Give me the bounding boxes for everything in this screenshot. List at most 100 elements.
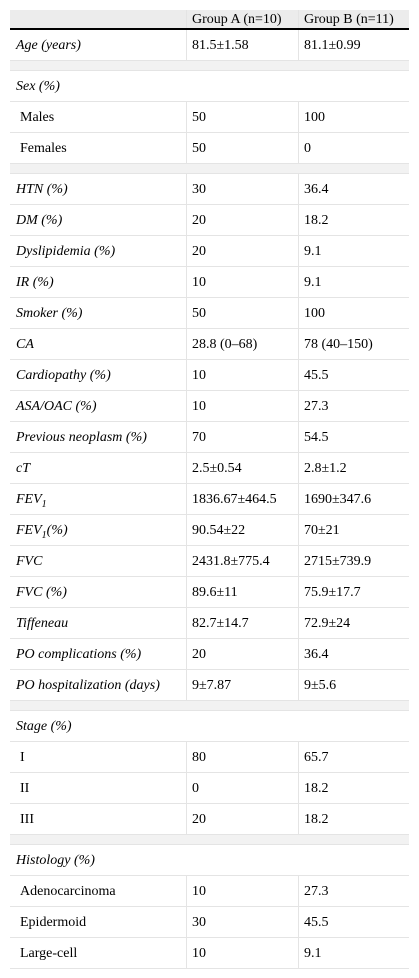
group-a-value: 70 (186, 422, 298, 452)
row-label: Tiffeneau (10, 608, 186, 638)
row-label: IR (%) (10, 267, 186, 297)
group-a-value: 20 (186, 804, 298, 834)
group-a-value: 30 (186, 174, 298, 204)
group-a-value: 20 (186, 639, 298, 669)
group-b-value: 81.1±0.99 (298, 30, 409, 60)
table-row: Females 50 0 (10, 133, 409, 164)
row-label-text: II (20, 781, 30, 796)
row-label-text: Age (years) (16, 38, 81, 53)
row-label: III (10, 804, 186, 834)
group-b-value: 18.2 (298, 804, 409, 834)
row-label: DM (%) (10, 205, 186, 235)
table-spacer (10, 61, 409, 71)
group-a-value: 30 (186, 907, 298, 937)
group-b-value: 0 (298, 133, 409, 163)
group-a-value: 20 (186, 236, 298, 266)
group-a-value: 10 (186, 938, 298, 968)
row-label: HTN (%) (10, 174, 186, 204)
group-b-value: 27.3 (298, 876, 409, 906)
header-group-a: Group A (n=10) (186, 10, 298, 28)
header-group-b: Group B (n=11) (298, 10, 409, 28)
row-label: Previous neoplasm (%) (10, 422, 186, 452)
row-label: FVC (10, 546, 186, 576)
table-row: PO complications (%) 20 36.4 (10, 639, 409, 670)
row-label-text: CA (16, 337, 34, 352)
row-label: Males (10, 102, 186, 132)
group-b-value: 18.2 (298, 773, 409, 803)
row-label: Large-cell (10, 938, 186, 968)
table-row: Adenocarcinoma 10 27.3 (10, 876, 409, 907)
table-row: Cardiopathy (%) 10 45.5 (10, 360, 409, 391)
table-row: Epidermoid 30 45.5 (10, 907, 409, 938)
table-row: DM (%) 20 18.2 (10, 205, 409, 236)
table-row: I 80 65.7 (10, 742, 409, 773)
table-spacer (10, 164, 409, 174)
row-label-text: FEV (16, 492, 42, 507)
row-label-text: Large-cell (20, 946, 78, 961)
row-label: PO complications (%) (10, 639, 186, 669)
group-b-value: 75.9±17.7 (298, 577, 409, 607)
row-label: II (10, 773, 186, 803)
table-row: CA 28.8 (0–68) 78 (40–150) (10, 329, 409, 360)
row-label-text: Smoker (%) (16, 306, 83, 321)
section-heading: Sex (%) (10, 71, 409, 102)
group-a-value: 10 (186, 360, 298, 390)
group-a-value: 20 (186, 205, 298, 235)
group-a-value: 50 (186, 298, 298, 328)
row-label: FVC (%) (10, 577, 186, 607)
row-label-text: III (20, 812, 34, 827)
row-label-subscript: 1 (41, 498, 47, 510)
group-a-value: 0 (186, 773, 298, 803)
group-a-value: 81.5±1.58 (186, 30, 298, 60)
group-b-value: 70±21 (298, 515, 409, 545)
row-label-text: Epidermoid (20, 915, 87, 930)
group-b-value: 18.2 (298, 205, 409, 235)
group-b-value: 36.4 (298, 639, 409, 669)
group-b-value: 54.5 (298, 422, 409, 452)
group-a-value: 10 (186, 267, 298, 297)
table-row: Tiffeneau 82.7±14.7 72.9±24 (10, 608, 409, 639)
table-row: FEV1(%) 90.54±22 70±21 (10, 515, 409, 546)
row-label-text: Previous neoplasm (%) (16, 430, 147, 445)
row-label-text: I (20, 750, 25, 765)
table-row: IR (%) 10 9.1 (10, 267, 409, 298)
row-label-subscript: 1 (41, 529, 47, 541)
row-label-text: FVC (16, 554, 43, 569)
group-b-value: 2715±739.9 (298, 546, 409, 576)
section-heading: Histology (%) (10, 845, 409, 876)
table-row: FVC (%) 89.6±11 75.9±17.7 (10, 577, 409, 608)
group-b-value: 100 (298, 298, 409, 328)
group-a-value: 50 (186, 102, 298, 132)
table-row: Age (years) 81.5±1.58 81.1±0.99 (10, 30, 409, 61)
row-label-text: ASA/OAC (%) (16, 399, 97, 414)
table-row: Previous neoplasm (%) 70 54.5 (10, 422, 409, 453)
row-label-text: FEV (16, 523, 42, 538)
group-b-value: 100 (298, 102, 409, 132)
group-b-value: 9.1 (298, 267, 409, 297)
row-label-text: Cardiopathy (%) (16, 368, 111, 383)
row-label: Adenocarcinoma (10, 876, 186, 906)
row-label: FEV1(%) (10, 515, 186, 545)
section-heading: Stage (%) (10, 711, 409, 742)
row-label-text: Males (20, 110, 55, 125)
table-row: FEV1 1836.67±464.5 1690±347.6 (10, 484, 409, 515)
group-a-value: 50 (186, 133, 298, 163)
table-header: Group A (n=10) Group B (n=11) (10, 10, 409, 30)
group-a-value: 10 (186, 876, 298, 906)
group-a-value: 28.8 (0–68) (186, 329, 298, 359)
group-b-value: 65.7 (298, 742, 409, 772)
row-label-text: PO complications (%) (16, 647, 142, 662)
table-spacer (10, 835, 409, 845)
row-label: Females (10, 133, 186, 163)
row-label-text: IR (%) (16, 275, 54, 290)
row-label-suffix: (%) (46, 523, 68, 538)
group-b-value: 9±5.6 (298, 670, 409, 700)
group-a-value: 1836.67±464.5 (186, 484, 298, 514)
table-row: III 20 18.2 (10, 804, 409, 835)
group-b-value: 78 (40–150) (298, 329, 409, 359)
row-label-text: Tiffeneau (16, 616, 69, 631)
table-row: Dyslipidemia (%) 20 9.1 (10, 236, 409, 267)
group-b-value: 27.3 (298, 391, 409, 421)
row-label: Epidermoid (10, 907, 186, 937)
group-a-value: 2431.8±775.4 (186, 546, 298, 576)
